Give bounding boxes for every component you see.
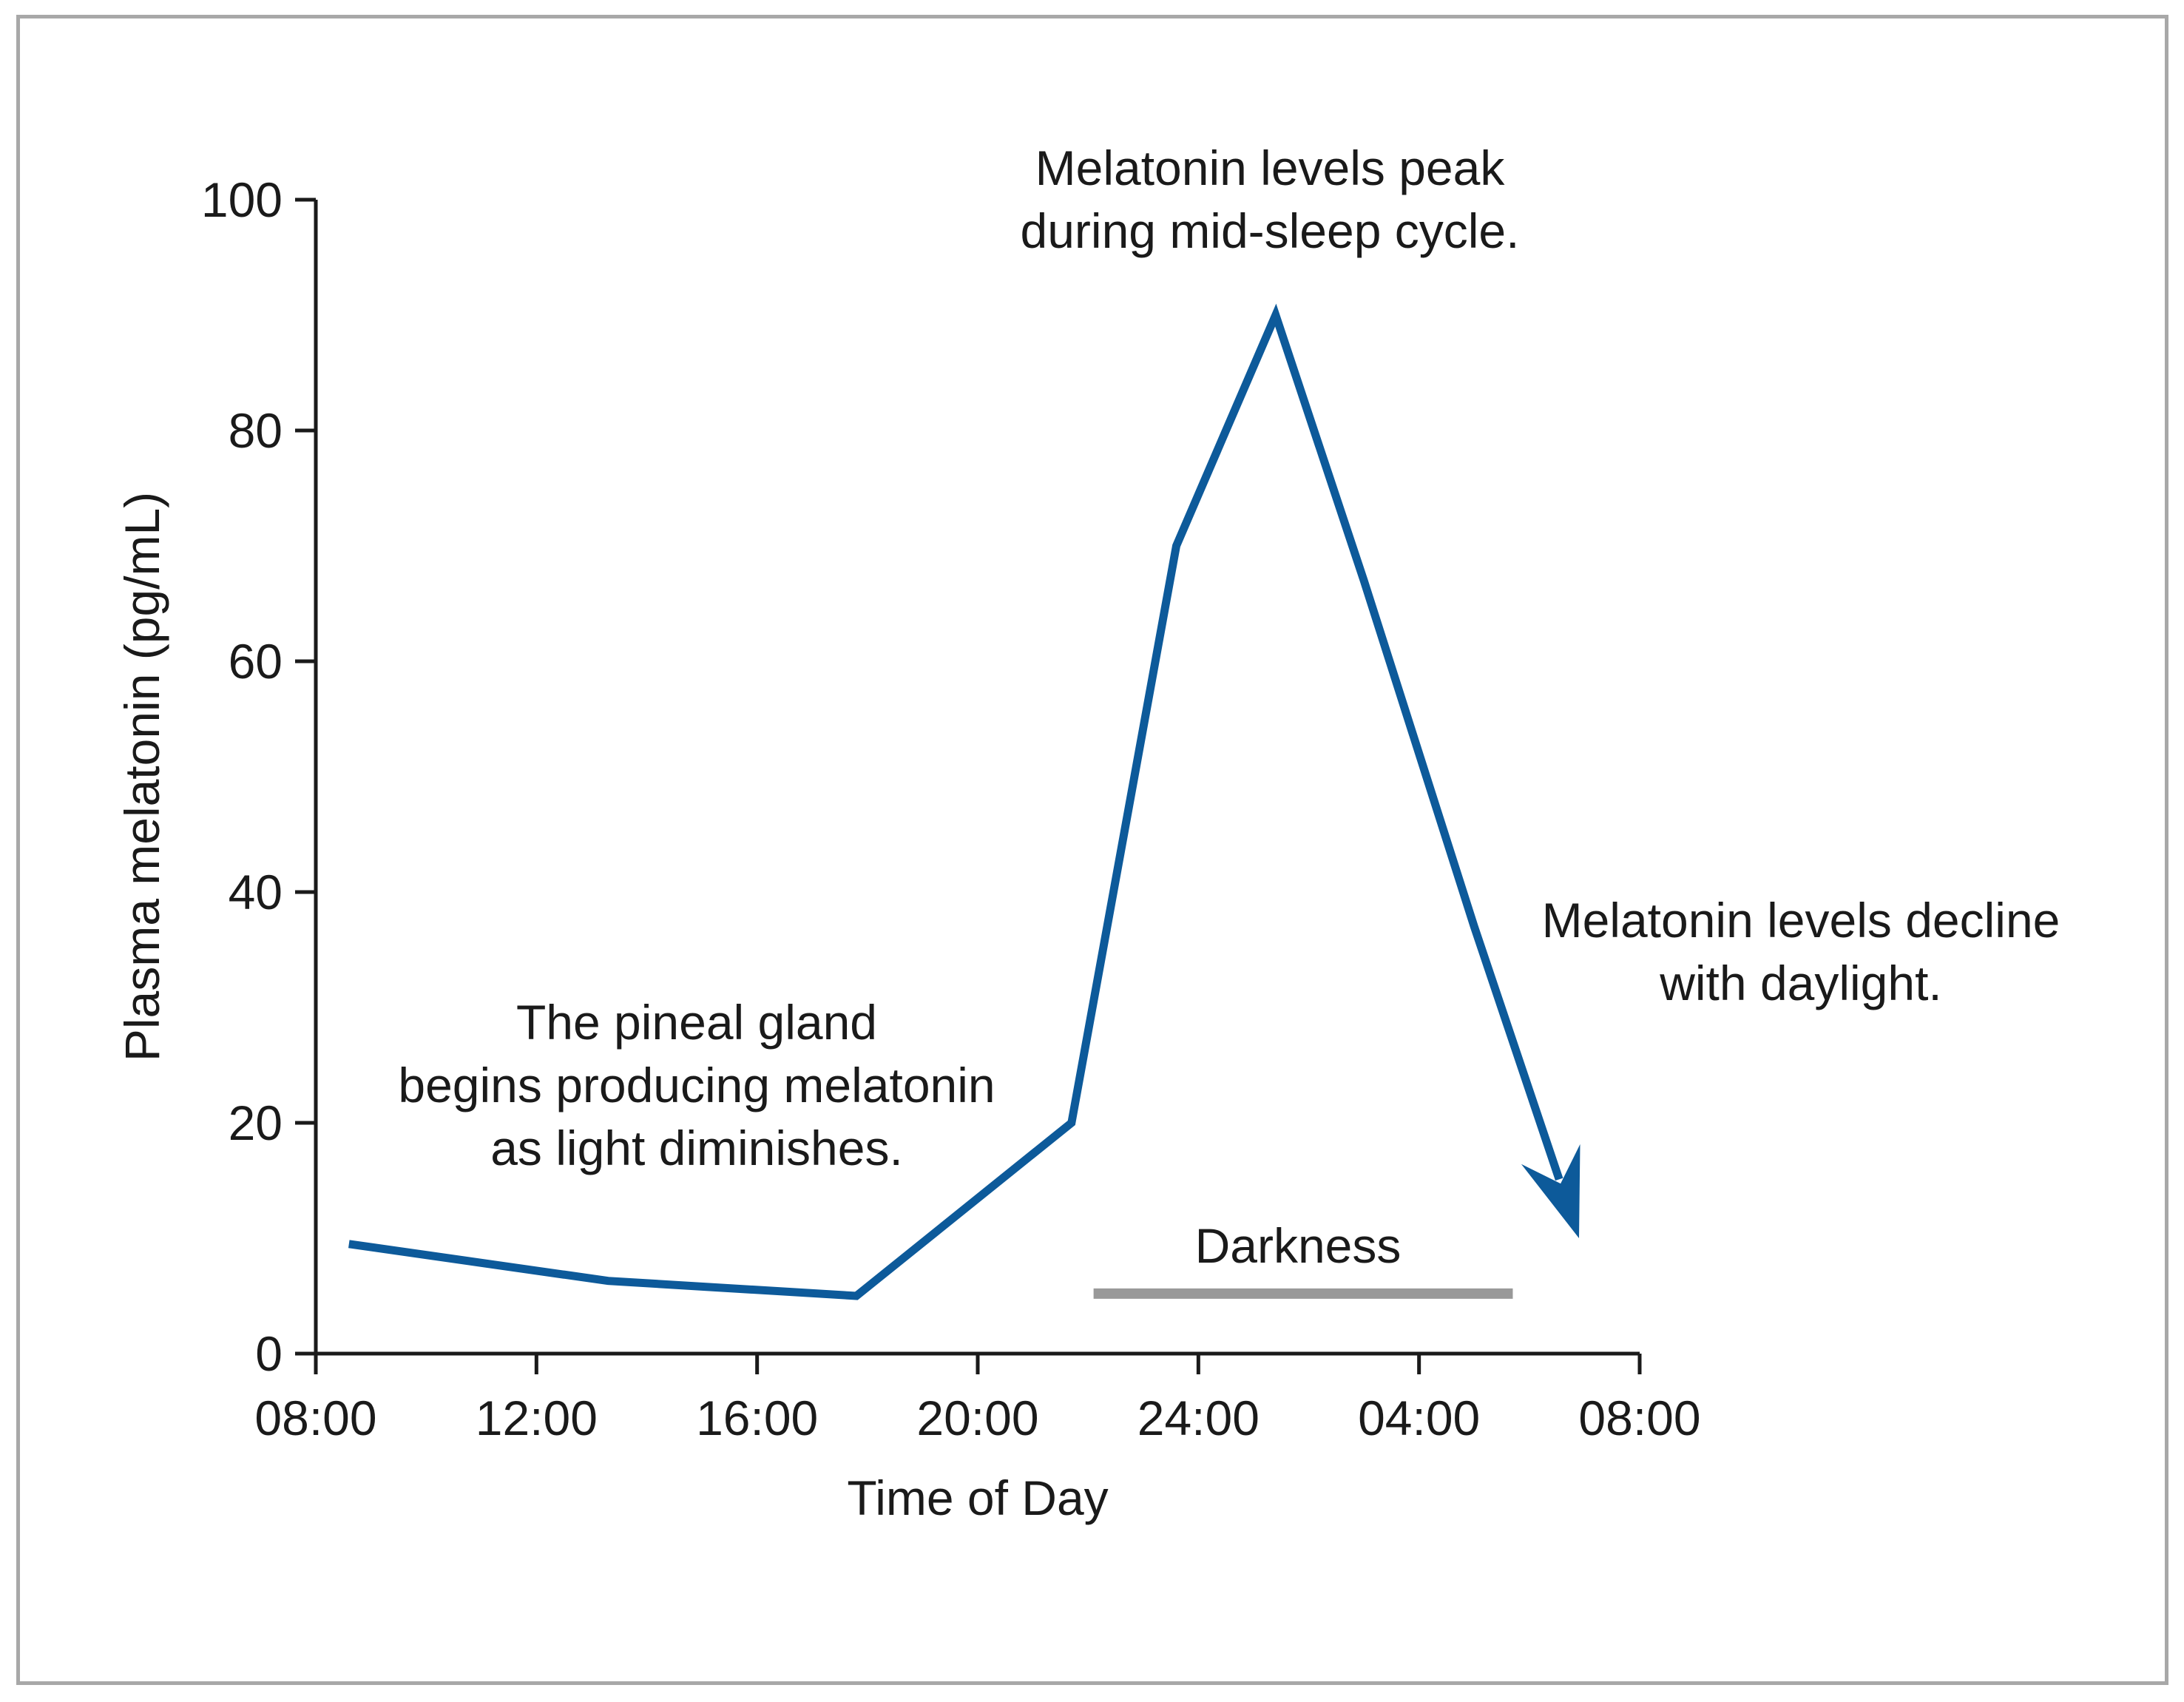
annotation-line: Melatonin levels peak — [1035, 141, 1506, 195]
y-tick-label: 20 — [229, 1095, 283, 1150]
x-tick-label: 08:00 — [254, 1391, 376, 1445]
melatonin-series — [348, 303, 1580, 1300]
darkness-indicator: Darkness — [1093, 1218, 1513, 1299]
chart-axes: 0 20 40 60 80 100 08:00 12:00 16:00 20:00 24:00 04… — [201, 172, 1701, 1445]
y-axis-title: Plasma melatonin (pg/mL) — [115, 492, 169, 1061]
y-tick-label: 40 — [229, 865, 283, 919]
y-ticks: 0 20 40 60 80 100 — [201, 172, 316, 1381]
annotation-line: Melatonin levels decline — [1542, 893, 2060, 948]
x-tick-label: 20:00 — [916, 1391, 1038, 1445]
y-tick-label: 0 — [255, 1326, 283, 1381]
x-tick-label: 12:00 — [476, 1391, 598, 1445]
annotation-line: as light diminishes. — [490, 1121, 903, 1175]
annotation-decline: Melatonin levels decline with daylight. — [1542, 893, 2060, 1010]
x-ticks: 08:00 12:00 16:00 20:00 24:00 04:00 08:00 — [254, 1354, 1701, 1445]
melatonin-line-chart: 0 20 40 60 80 100 08:00 12:00 16:00 20:00 24:00 04… — [115, 141, 2060, 1525]
annotation-onset: The pineal gland begins producing melato… — [398, 995, 995, 1175]
y-tick-label: 60 — [229, 634, 283, 689]
annotation-line: The pineal gland — [516, 995, 877, 1050]
y-tick-label: 100 — [201, 172, 283, 227]
y-tick-label: 80 — [229, 403, 283, 458]
annotation-line: during mid-sleep cycle. — [1021, 203, 1520, 258]
x-tick-label: 16:00 — [696, 1391, 818, 1445]
x-tick-label: 08:00 — [1578, 1391, 1700, 1445]
annotation-line: begins producing melatonin — [398, 1058, 995, 1112]
melatonin-series-line — [348, 303, 1563, 1300]
x-tick-label: 04:00 — [1358, 1391, 1480, 1445]
darkness-label: Darkness — [1195, 1218, 1402, 1273]
annotation-line: with daylight. — [1659, 956, 1942, 1010]
x-tick-label: 24:00 — [1137, 1391, 1260, 1445]
figure-frame: 0 20 40 60 80 100 08:00 12:00 16:00 20:00 24:00 04… — [16, 15, 2168, 1685]
annotation-peak: Melatonin levels peak during mid-sleep c… — [1021, 141, 1520, 258]
x-axis-title: Time of Day — [847, 1470, 1108, 1525]
decline-arrowhead — [1521, 1144, 1580, 1238]
